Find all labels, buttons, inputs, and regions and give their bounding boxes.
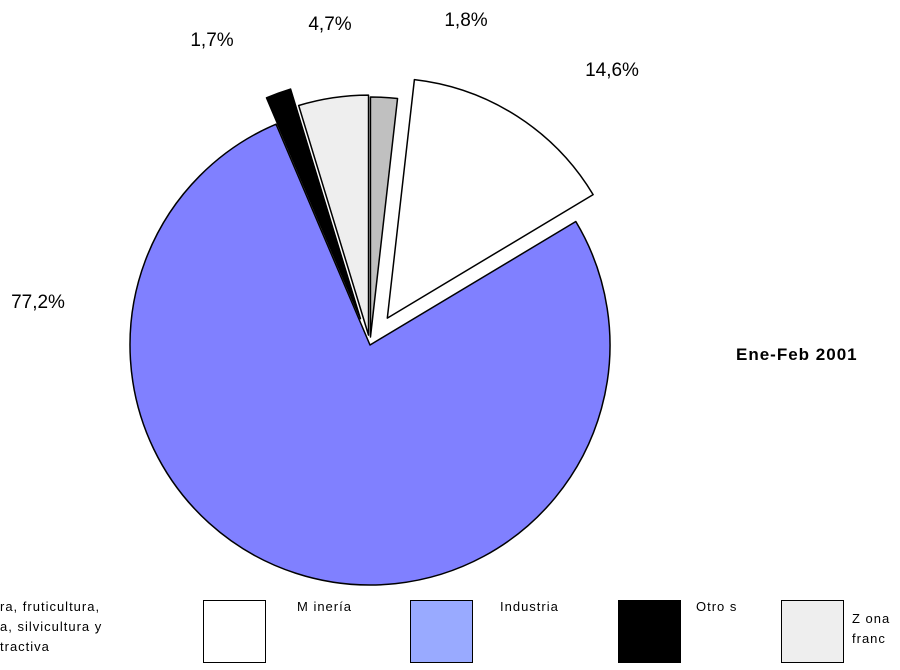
slice-label-mineria: 14,6% <box>585 60 639 81</box>
legend-label-zona-franca: Z ona franc <box>852 611 891 646</box>
legend-swatch-otros <box>618 600 681 663</box>
legend-swatch-industria <box>410 600 473 663</box>
slice-label-otros: 1,7% <box>190 30 233 51</box>
legend-label-otros: Otro s <box>696 599 738 614</box>
legend-label-mineria: M inería <box>297 599 352 614</box>
pie-slice-agricultura <box>369 96 399 338</box>
chart-subtitle: Ene-Feb 2001 <box>736 345 858 364</box>
slice-label-zona-franca: 4,7% <box>308 14 351 35</box>
pie-slice-mineria <box>386 78 594 319</box>
legend-label-agricultura: ra, fruticultura, a, silvicultura y trac… <box>0 599 103 654</box>
pie-slice-zona-franca <box>297 94 370 336</box>
legend-swatch-zona-franca <box>781 600 844 663</box>
legend-swatch-mineria <box>203 600 266 663</box>
pie-slice-industria <box>129 123 611 586</box>
slice-label-industria: 77,2% <box>11 292 65 313</box>
slice-label-agricultura: 1,8% <box>444 10 487 31</box>
pie-slice-otros <box>265 88 362 320</box>
legend-label-industria: Industria <box>500 599 559 614</box>
